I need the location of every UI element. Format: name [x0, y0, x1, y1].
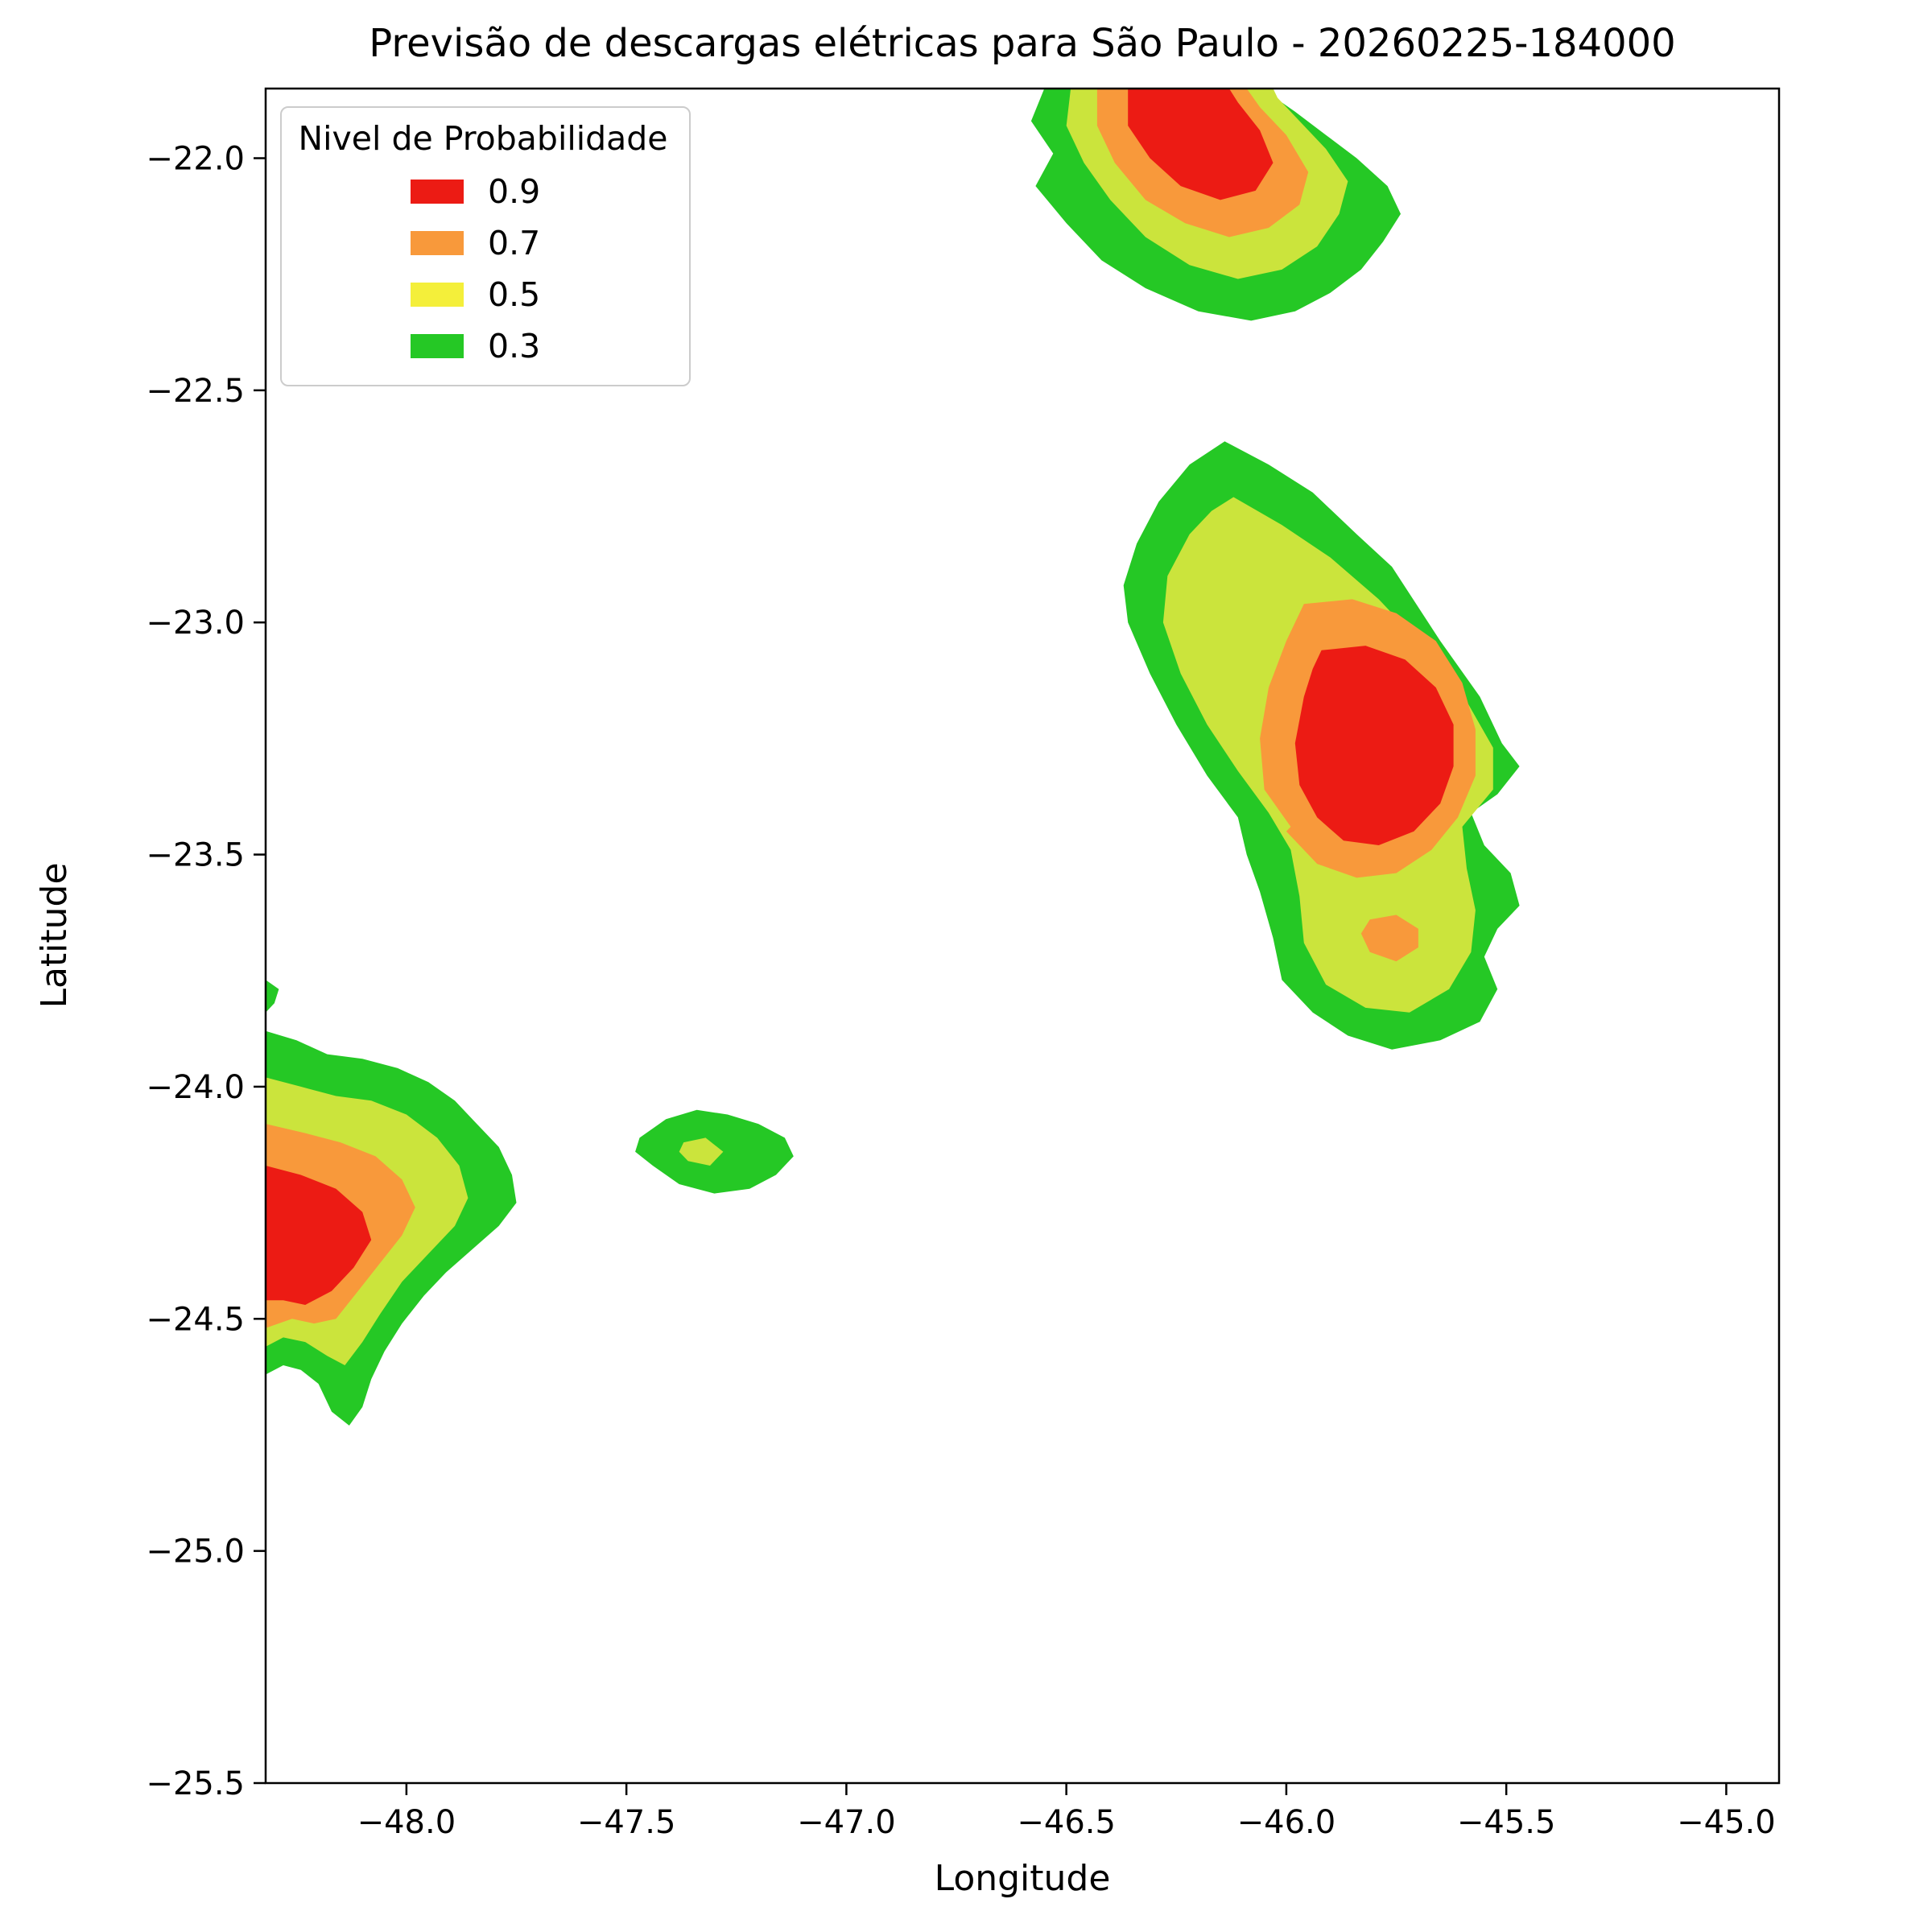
legend-swatch [411, 334, 464, 358]
legend-item-label: 0.3 [488, 327, 541, 365]
y-tick-label: −23.0 [146, 605, 245, 642]
contour-central-cell-south-p70 [1360, 914, 1418, 962]
y-tick-label: −24.5 [146, 1301, 245, 1338]
y-axis-ticks: −22.0 −22.5 −23.0 −23.5 −24.0 −24.5 −25.0 −25.5 [146, 141, 266, 1802]
legend-item: 0.9 [298, 166, 668, 217]
legend-swatch [411, 283, 464, 307]
legend-item: 0.3 [298, 320, 668, 372]
legend-items: 0.9 0.7 0.5 0.3 [298, 166, 668, 372]
x-axis-label: Longitude [935, 1858, 1111, 1899]
legend-item: 0.7 [298, 217, 668, 269]
x-tick-label: −45.5 [1457, 1804, 1556, 1841]
contour-north-cell-p90 [1128, 89, 1274, 200]
plot-border [264, 87, 1781, 1785]
legend: Nivel de Probabilidade 0.9 0.7 0.5 0.3 [280, 106, 691, 386]
x-axis-ticks: −48.0 −47.5 −47.0 −46.5 −46.0 −45.5 −45.0 [357, 1783, 1776, 1841]
y-tick-label: −25.5 [146, 1765, 245, 1802]
x-tick-label: −47.5 [577, 1804, 676, 1841]
chart-title: Previsão de descargas elétricas para São… [369, 21, 1676, 66]
x-tick-label: −46.5 [1017, 1804, 1116, 1841]
y-axis-label: Latitude [34, 862, 75, 1008]
x-tick-label: −45.0 [1677, 1804, 1776, 1841]
x-tick-label: −48.0 [357, 1804, 456, 1841]
contour-small-cell-p50 [679, 1137, 724, 1166]
contour-southwest-cell-p30-spur [266, 980, 279, 1013]
legend-item-label: 0.9 [488, 172, 541, 211]
legend-swatch [411, 180, 464, 204]
contour-regions [266, 89, 1520, 1426]
y-tick-label: −22.5 [146, 373, 245, 410]
y-tick-label: −23.5 [146, 837, 245, 874]
contour-southwest-cell-p90 [266, 1166, 372, 1305]
legend-title: Nivel de Probabilidade [298, 119, 668, 158]
x-tick-label: −46.0 [1237, 1804, 1336, 1841]
y-tick-label: −24.0 [146, 1069, 245, 1106]
y-tick-label: −25.0 [146, 1534, 245, 1571]
legend-item-label: 0.5 [488, 275, 541, 314]
x-tick-label: −47.0 [797, 1804, 896, 1841]
legend-item: 0.5 [298, 269, 668, 320]
y-tick-label: −22.0 [146, 141, 245, 178]
legend-swatch [411, 231, 464, 255]
legend-item-label: 0.7 [488, 224, 541, 262]
contour-central-cell-p90 [1294, 646, 1454, 845]
